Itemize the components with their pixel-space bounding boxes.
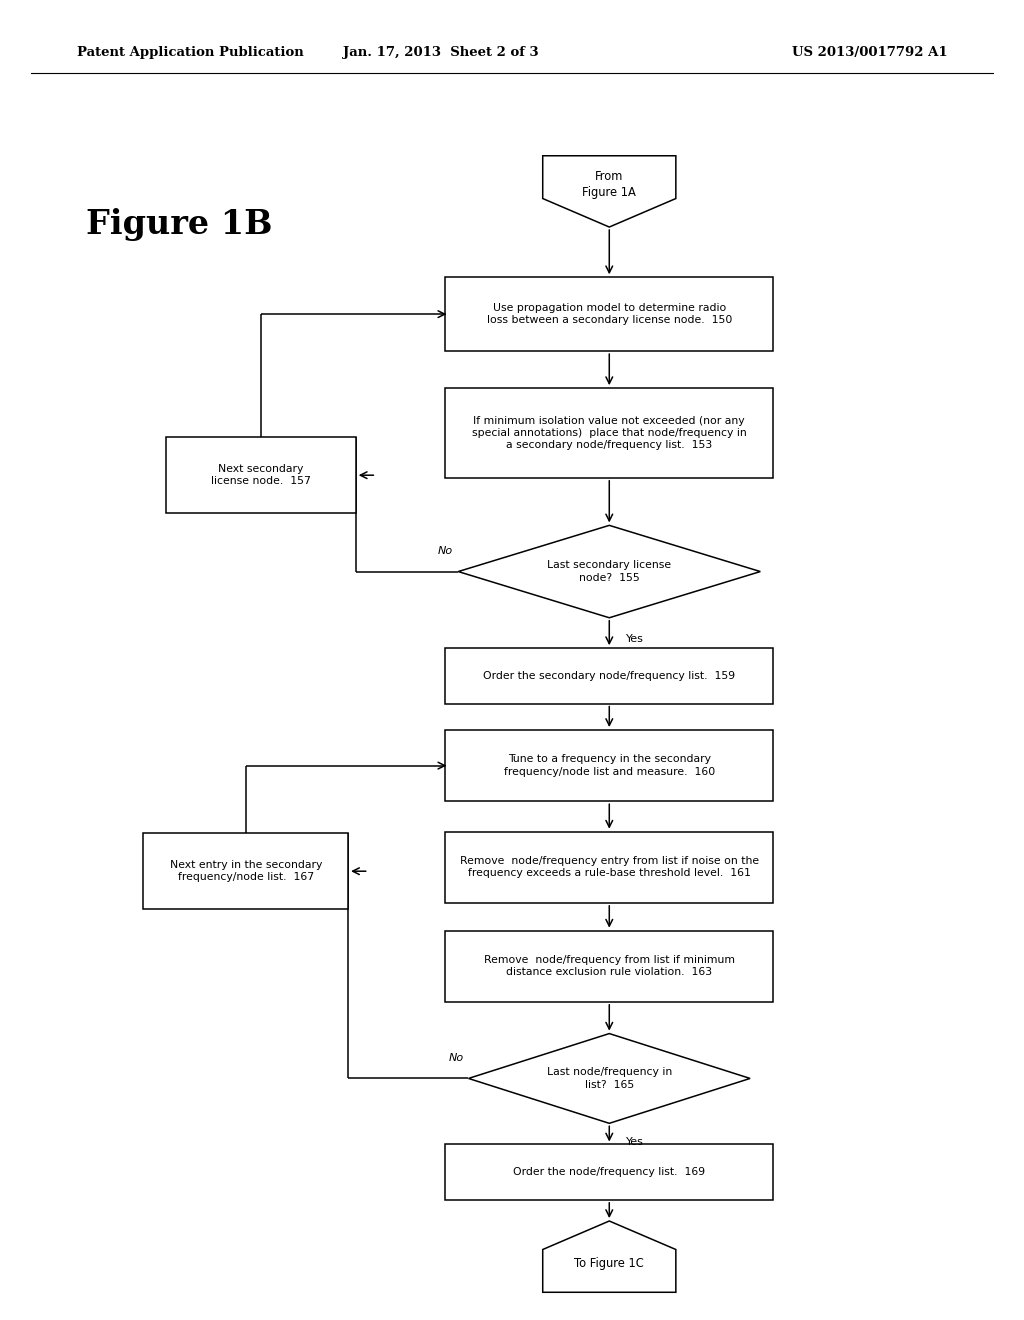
Text: Next secondary
license node.  157: Next secondary license node. 157: [211, 465, 311, 486]
FancyBboxPatch shape: [166, 437, 356, 513]
FancyBboxPatch shape: [445, 648, 773, 704]
Text: Figure 1B: Figure 1B: [86, 209, 272, 242]
Text: No: No: [438, 545, 453, 556]
Text: If minimum isolation value not exceeded (nor any
special annotations)  place tha: If minimum isolation value not exceeded …: [472, 416, 746, 450]
Polygon shape: [468, 1034, 750, 1123]
Polygon shape: [459, 525, 760, 618]
FancyBboxPatch shape: [445, 388, 773, 478]
Text: Yes: Yes: [626, 1137, 644, 1147]
FancyBboxPatch shape: [143, 833, 348, 909]
Text: Tune to a frequency in the secondary
frequency/node list and measure.  160: Tune to a frequency in the secondary fre…: [504, 755, 715, 776]
Text: To Figure 1C: To Figure 1C: [574, 1257, 644, 1270]
Text: Remove  node/frequency from list if minimum
distance exclusion rule violation.  : Remove node/frequency from list if minim…: [483, 956, 735, 977]
Text: No: No: [449, 1052, 463, 1063]
Text: From
Figure 1A: From Figure 1A: [583, 170, 636, 199]
Text: Order the secondary node/frequency list.  159: Order the secondary node/frequency list.…: [483, 671, 735, 681]
Text: US 2013/0017792 A1: US 2013/0017792 A1: [792, 46, 947, 59]
FancyBboxPatch shape: [445, 1144, 773, 1200]
Text: Last node/frequency in
list?  165: Last node/frequency in list? 165: [547, 1068, 672, 1089]
Text: Patent Application Publication: Patent Application Publication: [77, 46, 303, 59]
Text: Last secondary license
node?  155: Last secondary license node? 155: [547, 561, 672, 582]
Text: Use propagation model to determine radio
loss between a secondary license node. : Use propagation model to determine radio…: [486, 304, 732, 325]
FancyBboxPatch shape: [445, 730, 773, 801]
Text: Order the node/frequency list.  169: Order the node/frequency list. 169: [513, 1167, 706, 1177]
Text: Next entry in the secondary
frequency/node list.  167: Next entry in the secondary frequency/no…: [170, 861, 322, 882]
Text: Yes: Yes: [626, 634, 644, 644]
Polygon shape: [543, 156, 676, 227]
Text: Remove  node/frequency entry from list if noise on the
frequency exceeds a rule-: Remove node/frequency entry from list if…: [460, 857, 759, 878]
FancyBboxPatch shape: [445, 931, 773, 1002]
Polygon shape: [543, 1221, 676, 1292]
FancyBboxPatch shape: [445, 277, 773, 351]
Text: Jan. 17, 2013  Sheet 2 of 3: Jan. 17, 2013 Sheet 2 of 3: [342, 46, 539, 59]
FancyBboxPatch shape: [445, 832, 773, 903]
